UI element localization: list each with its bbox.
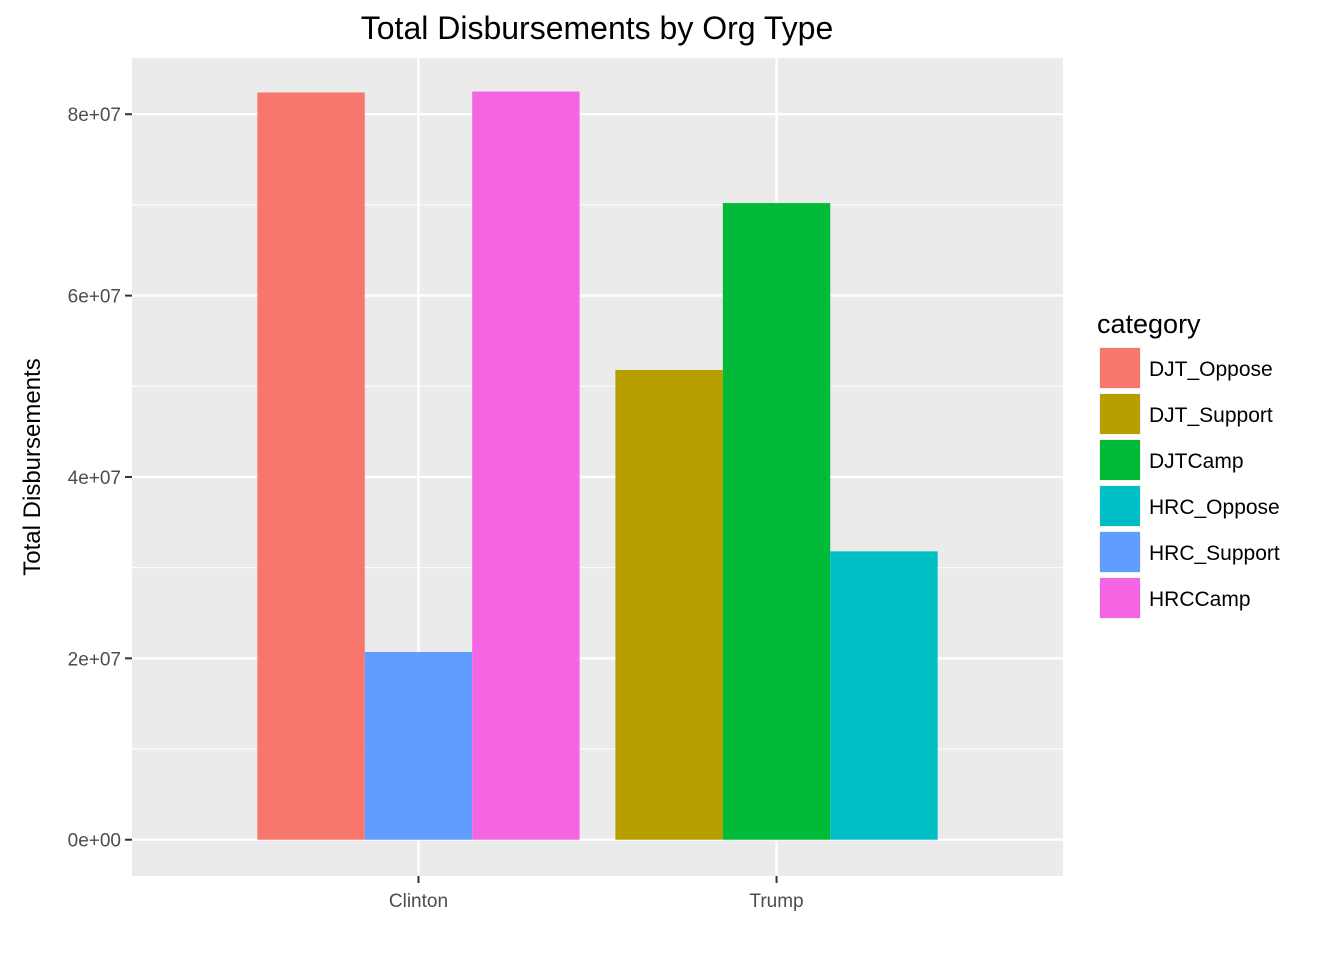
y-tick-label: 6e+07 (68, 287, 121, 308)
x-tick-label: Clinton (389, 891, 448, 912)
x-tick-label: Trump (749, 891, 803, 912)
legend-label: HRC_Support (1149, 542, 1280, 565)
legend-label: HRCCamp (1149, 588, 1251, 611)
legend-label: DJTCamp (1149, 450, 1244, 473)
legend-swatch (1100, 486, 1140, 526)
bar-trump-hrc-oppose (830, 551, 938, 840)
legend-swatch (1100, 394, 1140, 434)
legend: category DJT_Oppose DJT_Support DJTCamp HRC… (1097, 309, 1280, 619)
bar-clinton-hrc-support (364, 652, 473, 840)
bars (257, 91, 938, 840)
legend-swatch (1100, 440, 1140, 480)
legend-label: HRC_Oppose (1149, 496, 1280, 519)
legend-swatch (1100, 532, 1140, 572)
legend-label: DJT_Oppose (1149, 358, 1273, 381)
legend-title: category (1097, 309, 1201, 339)
y-tick-label: 2e+07 (68, 649, 121, 670)
y-tick-label: 4e+07 (68, 468, 121, 489)
chart-title: Total Disbursements by Org Type (361, 10, 834, 46)
legend-swatch (1100, 578, 1140, 618)
legend-label: DJT_Support (1149, 404, 1273, 427)
y-tick-label: 8e+07 (68, 105, 121, 126)
axes: 0e+00 2e+07 4e+07 6e+07 8e+07 Clinton Trump (68, 105, 804, 912)
y-axis-title: Total Disbursements (19, 358, 46, 575)
y-tick-label: 0e+00 (68, 831, 121, 852)
bar-clinton-hrccamp (472, 91, 580, 840)
legend-swatch (1100, 348, 1140, 388)
bar-trump-djt-support (615, 369, 723, 840)
bar-trump-djtcamp (722, 203, 831, 840)
bar-clinton-djt-oppose (257, 92, 365, 840)
